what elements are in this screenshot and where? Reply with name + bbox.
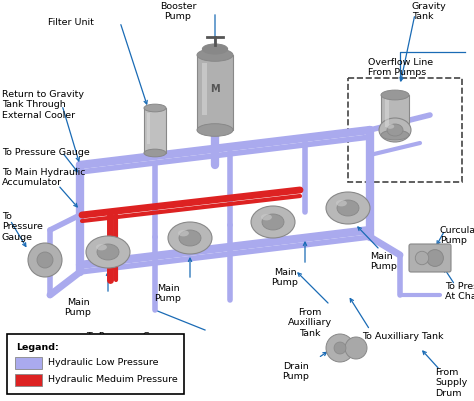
FancyBboxPatch shape	[7, 334, 184, 394]
Text: Booster
Pump: Booster Pump	[160, 2, 196, 21]
FancyBboxPatch shape	[381, 95, 409, 135]
Circle shape	[415, 251, 428, 265]
Ellipse shape	[387, 124, 403, 136]
Ellipse shape	[178, 230, 189, 237]
Circle shape	[345, 337, 367, 359]
Text: Return to Gravity
Tank Through
External Cooler: Return to Gravity Tank Through External …	[2, 90, 84, 120]
Text: To Pressure Gauge: To Pressure Gauge	[86, 332, 174, 341]
Text: From
Supply
Drum: From Supply Drum	[435, 368, 467, 398]
Ellipse shape	[144, 104, 166, 112]
Text: From
Auxilliary
Tank: From Auxilliary Tank	[288, 308, 332, 338]
Ellipse shape	[386, 124, 394, 129]
Text: Overflow Line
From Pumps: Overflow Line From Pumps	[368, 58, 433, 77]
Ellipse shape	[97, 244, 119, 260]
FancyBboxPatch shape	[409, 244, 451, 272]
Circle shape	[28, 243, 62, 277]
FancyBboxPatch shape	[147, 113, 150, 144]
Text: To Auxilliary Tank: To Auxilliary Tank	[362, 332, 444, 341]
FancyBboxPatch shape	[202, 63, 207, 115]
Text: M: M	[210, 84, 220, 94]
Ellipse shape	[381, 90, 409, 100]
Text: Hydraulic Meduim Pressure: Hydraulic Meduim Pressure	[48, 375, 178, 384]
Ellipse shape	[86, 236, 130, 268]
Ellipse shape	[197, 49, 233, 61]
FancyBboxPatch shape	[197, 55, 233, 130]
Ellipse shape	[379, 118, 411, 142]
Text: To Pressure Gauge: To Pressure Gauge	[2, 148, 90, 157]
Text: To Main Hydraulic
Accumulator: To Main Hydraulic Accumulator	[2, 168, 85, 187]
Circle shape	[427, 249, 443, 266]
FancyBboxPatch shape	[385, 99, 389, 127]
Text: To Pressure Gauge
At Charging Panel: To Pressure Gauge At Charging Panel	[445, 282, 474, 302]
Text: Main
Pump: Main Pump	[64, 298, 91, 318]
Text: To
Pressure
Gauge: To Pressure Gauge	[2, 212, 43, 242]
Ellipse shape	[326, 192, 370, 224]
FancyBboxPatch shape	[16, 373, 43, 385]
Ellipse shape	[251, 206, 295, 238]
Text: Main
Pump: Main Pump	[155, 284, 182, 304]
Text: Main
Pump: Main Pump	[272, 268, 299, 288]
Text: Filter Unit: Filter Unit	[48, 18, 94, 27]
Text: Gravity
Tank: Gravity Tank	[412, 2, 447, 21]
Ellipse shape	[261, 214, 272, 221]
Text: Main
Pump: Main Pump	[370, 252, 397, 271]
Circle shape	[334, 342, 346, 354]
Ellipse shape	[96, 244, 107, 250]
Ellipse shape	[202, 44, 228, 54]
Ellipse shape	[197, 124, 233, 136]
Ellipse shape	[336, 200, 347, 207]
Circle shape	[326, 334, 354, 362]
FancyBboxPatch shape	[144, 108, 166, 153]
Text: Drain
Pump: Drain Pump	[283, 362, 310, 381]
FancyBboxPatch shape	[16, 356, 43, 369]
Text: Curculating
Pump: Curculating Pump	[440, 226, 474, 245]
Ellipse shape	[262, 214, 284, 230]
Text: Hydraulic Low Pressure: Hydraulic Low Pressure	[48, 358, 158, 367]
Ellipse shape	[337, 200, 359, 216]
Ellipse shape	[179, 230, 201, 246]
Circle shape	[37, 252, 53, 268]
Ellipse shape	[381, 130, 409, 140]
Ellipse shape	[168, 222, 212, 254]
Ellipse shape	[144, 149, 166, 157]
Text: Legand:: Legand:	[16, 343, 59, 352]
